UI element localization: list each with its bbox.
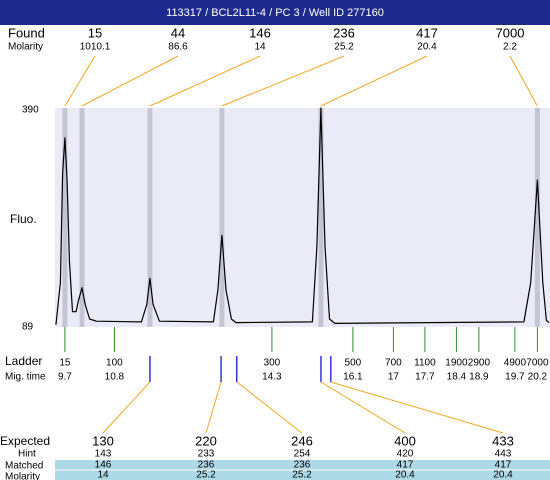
found-size: 417 — [416, 25, 438, 40]
hint-value: 443 — [495, 449, 512, 460]
trace — [55, 107, 550, 325]
expected-size: 400 — [394, 433, 416, 448]
found-peak-band — [318, 108, 324, 327]
found-size: 7000 — [496, 25, 525, 40]
matched-label: Matched — [5, 461, 43, 472]
expected-size: 246 — [291, 433, 313, 448]
found-connector — [509, 55, 538, 107]
matched-molarity: 20.4 — [493, 470, 513, 480]
hint-value: 254 — [294, 449, 311, 460]
found-connector — [81, 55, 179, 107]
hint-label: Hint — [18, 449, 36, 460]
ladder-time: 18.4 — [447, 372, 467, 383]
found-size: 44 — [171, 25, 185, 40]
ladder-time: 17 — [388, 372, 400, 383]
expected-label: Expected — [0, 434, 50, 448]
found-molarity: 14 — [254, 42, 266, 53]
found-size: 15 — [88, 25, 102, 40]
found-label: Found — [8, 25, 45, 40]
expected-connector — [102, 381, 151, 434]
ladder-size: 300 — [264, 358, 281, 369]
ladder-time: 19.7 — [505, 372, 525, 383]
found-connector — [149, 55, 261, 107]
found-size: 236 — [333, 25, 355, 40]
found-connector — [64, 55, 96, 107]
found-peak-band — [147, 108, 153, 327]
expected-size: 433 — [492, 433, 514, 448]
ladder-time: 14.3 — [262, 372, 282, 383]
ladder-label: Ladder — [5, 354, 42, 368]
expected-connector — [320, 381, 406, 434]
hint-value: 143 — [95, 449, 112, 460]
hint-value: 233 — [198, 449, 215, 460]
found-peak-band — [62, 108, 68, 327]
expected-size: 130 — [92, 433, 114, 448]
expected-connector — [205, 381, 222, 434]
found-peak-band — [79, 108, 85, 327]
ladder-size: 7000 — [526, 358, 549, 369]
found-connector — [320, 55, 428, 107]
ladder-time: 17.7 — [415, 372, 435, 383]
found-size: 146 — [249, 25, 271, 40]
mig-time-label: Mig. time — [5, 372, 46, 383]
matched-value: 417 — [495, 460, 512, 471]
ladder-size: 1100 — [414, 358, 436, 369]
matched-molarity: 20.4 — [395, 470, 415, 480]
header-bar — [0, 0, 550, 25]
matched-value: 146 — [95, 460, 112, 471]
found-connector — [221, 55, 345, 107]
molarity-label: Molarity — [5, 472, 40, 480]
found-molarity: 25.2 — [334, 42, 354, 53]
ladder-size: 2900 — [468, 358, 491, 369]
hint-value: 420 — [397, 449, 414, 460]
found-molarity: 2.2 — [503, 42, 517, 53]
ladder-time: 9.7 — [58, 372, 72, 383]
ladder-size: 500 — [345, 358, 362, 369]
found-molarity: 1010.1 — [80, 42, 111, 53]
plot-area — [55, 108, 550, 327]
ladder-time: 20.2 — [528, 372, 548, 383]
found-molarity-label: Molarity — [8, 42, 43, 53]
found-peak-band — [534, 108, 540, 327]
y-tick-label: 390 — [22, 105, 39, 116]
found-peak-band — [219, 108, 225, 327]
ladder-size: 15 — [59, 358, 71, 369]
y-tick-label: 89 — [22, 322, 34, 333]
found-molarity: 86.6 — [168, 42, 188, 53]
ladder-time: 10.8 — [105, 372, 125, 383]
y-axis-label: Fluo. — [10, 212, 37, 226]
matched-value: 236 — [198, 460, 215, 471]
expected-connector — [236, 381, 303, 434]
expected-size: 220 — [195, 433, 217, 448]
expected-connector — [330, 381, 504, 434]
ladder-time: 18.9 — [469, 372, 489, 383]
matched-molarity: 25.2 — [196, 470, 216, 480]
header-title: 113317 / BCL2L11-4 / PC 3 / Well ID 2771… — [166, 7, 384, 19]
ladder-time: 16.1 — [343, 372, 363, 383]
matched-molarity: 14 — [97, 470, 109, 480]
found-molarity: 20.4 — [417, 42, 437, 53]
matched-value: 236 — [294, 460, 311, 471]
ladder-size: 700 — [385, 358, 402, 369]
ladder-size: 1900 — [445, 358, 468, 369]
ladder-size: 100 — [106, 358, 123, 369]
matched-molarity: 25.2 — [292, 470, 312, 480]
ladder-size: 4900 — [504, 358, 527, 369]
matched-value: 417 — [397, 460, 414, 471]
